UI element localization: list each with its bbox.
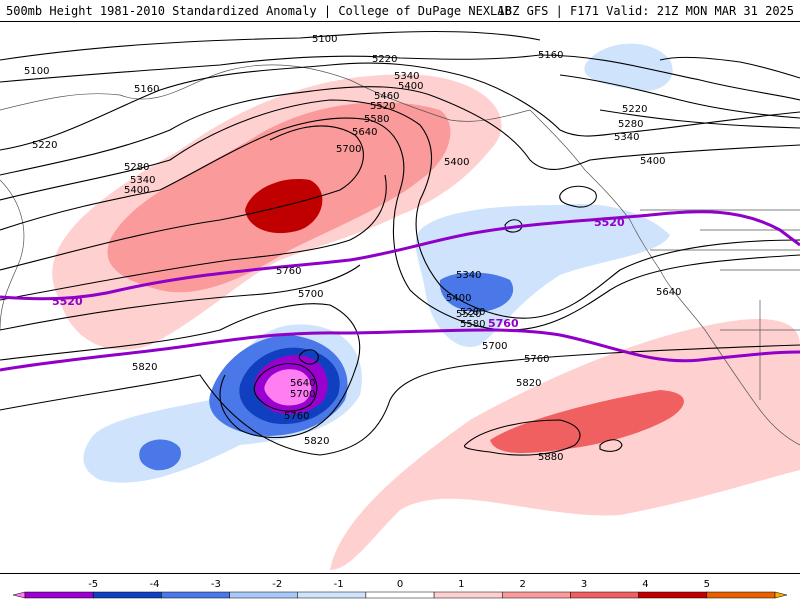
contour-label: 5340 bbox=[456, 270, 481, 281]
contour-label: 5160 bbox=[538, 50, 563, 61]
contour-label: 5100 bbox=[312, 34, 337, 45]
model-run-info: 18Z GFS | F171 Valid: 21Z MON MAR 31 202… bbox=[497, 4, 794, 18]
colorbar-tick-label: 4 bbox=[642, 579, 648, 590]
colorbar-tick-label: -3 bbox=[211, 579, 221, 590]
coastlines bbox=[0, 64, 800, 446]
colorbar-segment bbox=[774, 591, 788, 599]
contour-label: 5760 bbox=[524, 354, 549, 365]
anomaly-shading bbox=[52, 43, 800, 570]
colorbar-tick-label: 0 bbox=[397, 579, 403, 590]
contour-label: 5580 bbox=[364, 114, 389, 125]
colorbar-tick-label: 3 bbox=[581, 579, 587, 590]
anomaly-colorbar: -5 -4 -3 -2 -1 0 1 2 3 4 5 bbox=[0, 574, 800, 600]
negative-anomaly-west-2sd bbox=[139, 439, 181, 471]
colorbar-segment bbox=[502, 591, 571, 599]
contour-label: 5820 bbox=[132, 362, 157, 373]
colorbar-segment bbox=[365, 591, 435, 599]
contour-label: 5700 bbox=[482, 341, 507, 352]
reference-line-label: 5520 bbox=[52, 295, 83, 308]
negative-anomaly-central-5sd bbox=[264, 369, 312, 406]
contour-label: 5520 bbox=[370, 101, 395, 112]
contour-label: 5580 bbox=[460, 319, 485, 330]
contour-label: 5160 bbox=[134, 84, 159, 95]
contour-label: 5400 bbox=[640, 156, 665, 167]
contour-label: 5400 bbox=[446, 293, 471, 304]
contour-labels: 5100 5100 5160 5160 5220 5220 5220 5280 … bbox=[24, 34, 681, 463]
contour-label: 5280 bbox=[618, 119, 643, 130]
contour-label: 5220 bbox=[622, 104, 647, 115]
colorbar-tick-label: -4 bbox=[150, 579, 160, 590]
contour-label: 5280 bbox=[460, 307, 485, 318]
contour-label: 5400 bbox=[124, 185, 149, 196]
colorbar-segment bbox=[229, 591, 298, 599]
contour-label: 5760 bbox=[284, 411, 309, 422]
colorbar-segment bbox=[24, 591, 94, 599]
height-contours bbox=[0, 30, 800, 456]
contour-label: 5640 bbox=[290, 378, 315, 389]
colorbar-segment bbox=[706, 591, 776, 599]
map-title: 500mb Height 1981-2010 Standardized Anom… bbox=[6, 4, 512, 18]
colorbar-segment bbox=[570, 591, 639, 599]
colorbar-tick-label: -5 bbox=[88, 579, 98, 590]
contour-label: 5340 bbox=[394, 71, 419, 82]
contour-label: 5280 bbox=[124, 162, 149, 173]
contour-label: 5220 bbox=[372, 54, 397, 65]
contour-label: 5820 bbox=[516, 378, 541, 389]
colorbar-segment bbox=[433, 591, 503, 599]
negative-anomaly-ne-1sd bbox=[584, 43, 673, 91]
colorbar-tick-label: 5 bbox=[704, 579, 710, 590]
contour-label: 5760 bbox=[276, 266, 301, 277]
contour-label: 5700 bbox=[298, 289, 323, 300]
contour-label: 5340 bbox=[614, 132, 639, 143]
contour-label: 5340 bbox=[130, 175, 155, 186]
colorbar-segment bbox=[92, 591, 162, 599]
contour-label: 5700 bbox=[336, 144, 361, 155]
colorbar-tick-label: -2 bbox=[272, 579, 282, 590]
contour-label: 5400 bbox=[444, 157, 469, 168]
colorbar-segment bbox=[638, 591, 708, 599]
contour-label: 5820 bbox=[304, 436, 329, 447]
contour-label: 5880 bbox=[538, 452, 563, 463]
contour-label: 5640 bbox=[352, 127, 377, 138]
colorbar-segment bbox=[161, 591, 230, 599]
reference-line-labels: 5520 5520 5760 bbox=[52, 216, 625, 330]
map-title-bar: 500mb Height 1981-2010 Standardized Anom… bbox=[0, 0, 800, 22]
colorbar-tick-label: 2 bbox=[520, 579, 526, 590]
reference-height-lines bbox=[0, 210, 800, 372]
contour-label: 5700 bbox=[290, 389, 315, 400]
reference-line-label: 5760 bbox=[488, 317, 519, 330]
reference-line-label: 5520 bbox=[594, 216, 625, 229]
colorbar-tick-label: 1 bbox=[458, 579, 464, 590]
contour-label: 5100 bbox=[24, 66, 49, 77]
contour-label: 5520 bbox=[456, 309, 481, 320]
contour-label: 5400 bbox=[398, 81, 423, 92]
contour-label: 5460 bbox=[374, 91, 399, 102]
contour-label: 5220 bbox=[32, 140, 57, 151]
colorbar-segment bbox=[297, 591, 367, 599]
negative-anomaly-east-2sd bbox=[439, 272, 514, 312]
positive-anomaly-south-2sd bbox=[490, 390, 684, 453]
contour-label: 5640 bbox=[656, 287, 681, 298]
colorbar-tick-label: -1 bbox=[334, 579, 344, 590]
colorbar-segment bbox=[12, 591, 26, 599]
anomaly-map: 5100 5100 5160 5160 5220 5220 5220 5280 … bbox=[0, 22, 800, 574]
